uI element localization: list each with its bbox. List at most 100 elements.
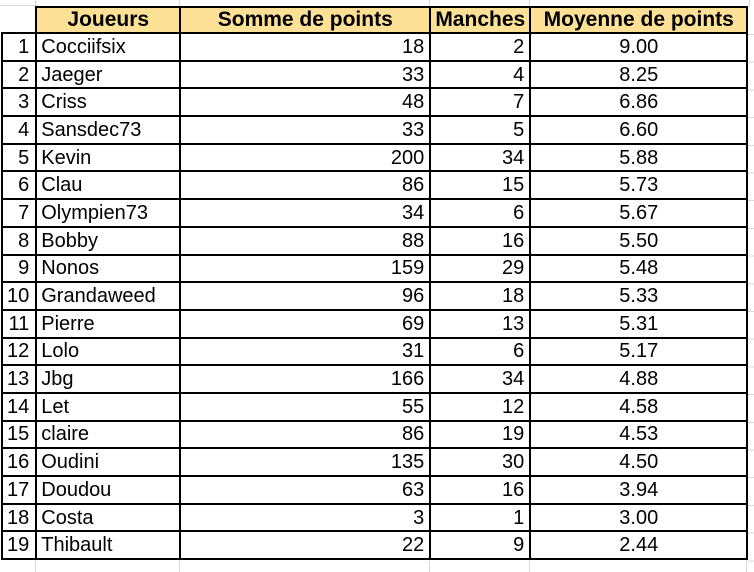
somme-cell[interactable]: 18 bbox=[179, 32, 432, 62]
manches-cell[interactable]: 6 bbox=[429, 198, 532, 228]
somme-cell[interactable]: 33 bbox=[179, 115, 432, 145]
joueur-cell[interactable]: Kevin bbox=[35, 142, 182, 173]
joueur-cell[interactable]: Bobby bbox=[35, 225, 182, 256]
manches-cell[interactable]: 34 bbox=[429, 142, 532, 173]
row-number-cell[interactable]: 9 bbox=[0, 253, 38, 284]
header-moyenne-de-points[interactable]: Moyenne de points bbox=[529, 6, 749, 34]
corner-cell[interactable] bbox=[2, 7, 36, 33]
joueur-cell[interactable]: Grandaweed bbox=[35, 281, 182, 311]
row-number-cell[interactable]: 15 bbox=[0, 419, 38, 450]
somme-cell[interactable]: 88 bbox=[179, 225, 432, 256]
manches-cell[interactable]: 18 bbox=[429, 281, 532, 311]
joueur-cell[interactable]: Sansdec73 bbox=[35, 115, 182, 145]
moyenne-cell[interactable]: 5.50 bbox=[529, 225, 749, 256]
row-number-cell[interactable]: 1 bbox=[0, 32, 38, 62]
manches-cell[interactable]: 15 bbox=[429, 170, 532, 201]
somme-cell[interactable]: 200 bbox=[179, 142, 432, 173]
joueur-cell[interactable]: Let bbox=[35, 391, 182, 422]
somme-cell[interactable]: 55 bbox=[179, 391, 432, 422]
joueur-cell[interactable]: Clau bbox=[35, 170, 182, 201]
moyenne-cell[interactable]: 3.00 bbox=[529, 502, 749, 533]
joueur-cell[interactable]: Nonos bbox=[35, 253, 182, 284]
manches-cell[interactable]: 13 bbox=[429, 308, 532, 339]
joueur-cell[interactable]: Criss bbox=[35, 87, 182, 118]
moyenne-cell[interactable]: 5.67 bbox=[529, 198, 749, 228]
moyenne-cell[interactable]: 4.88 bbox=[529, 364, 749, 394]
moyenne-cell[interactable]: 8.25 bbox=[529, 59, 749, 90]
moyenne-cell[interactable]: 4.50 bbox=[529, 447, 749, 477]
row-number-cell[interactable]: 13 bbox=[0, 364, 38, 394]
moyenne-cell[interactable]: 5.88 bbox=[529, 142, 749, 173]
manches-cell[interactable]: 2 bbox=[429, 32, 532, 62]
manches-cell[interactable]: 5 bbox=[429, 115, 532, 145]
row-number-cell[interactable]: 3 bbox=[0, 87, 38, 118]
manches-cell[interactable]: 30 bbox=[429, 447, 532, 477]
row-number-cell[interactable]: 8 bbox=[0, 225, 38, 256]
row-number-cell[interactable]: 11 bbox=[0, 308, 38, 339]
moyenne-cell[interactable]: 6.86 bbox=[529, 87, 749, 118]
moyenne-cell[interactable]: 5.73 bbox=[529, 170, 749, 201]
joueur-cell[interactable]: Jbg bbox=[35, 364, 182, 394]
moyenne-cell[interactable]: 4.58 bbox=[529, 391, 749, 422]
joueur-cell[interactable]: Olympien73 bbox=[35, 198, 182, 228]
row-number-cell[interactable]: 2 bbox=[0, 59, 38, 90]
header-somme-de-points[interactable]: Somme de points bbox=[179, 6, 432, 34]
moyenne-cell[interactable]: 5.48 bbox=[529, 253, 749, 284]
row-number-cell[interactable]: 4 bbox=[0, 115, 38, 145]
somme-cell[interactable]: 63 bbox=[179, 475, 432, 505]
row-number-cell[interactable]: 17 bbox=[0, 475, 38, 505]
somme-cell[interactable]: 31 bbox=[179, 336, 432, 367]
row-number-cell[interactable]: 14 bbox=[0, 391, 38, 422]
somme-cell[interactable]: 22 bbox=[179, 530, 432, 561]
manches-cell[interactable]: 4 bbox=[429, 59, 532, 90]
somme-cell[interactable]: 159 bbox=[179, 253, 432, 284]
somme-cell[interactable]: 34 bbox=[179, 198, 432, 228]
row-number-cell[interactable]: 6 bbox=[0, 170, 38, 201]
moyenne-cell[interactable]: 3.94 bbox=[529, 475, 749, 505]
moyenne-cell[interactable]: 5.33 bbox=[529, 281, 749, 311]
moyenne-cell[interactable]: 9.00 bbox=[529, 32, 749, 62]
somme-cell[interactable]: 86 bbox=[179, 419, 432, 450]
moyenne-cell[interactable]: 5.31 bbox=[529, 308, 749, 339]
joueur-cell[interactable]: Cocciifsix bbox=[35, 32, 182, 62]
moyenne-cell[interactable]: 5.17 bbox=[529, 336, 749, 367]
moyenne-cell[interactable]: 6.60 bbox=[529, 115, 749, 145]
somme-cell[interactable]: 86 bbox=[179, 170, 432, 201]
manches-cell[interactable]: 16 bbox=[429, 225, 532, 256]
somme-cell[interactable]: 69 bbox=[179, 308, 432, 339]
moyenne-cell[interactable]: 2.44 bbox=[529, 530, 749, 561]
moyenne-cell[interactable]: 4.53 bbox=[529, 419, 749, 450]
somme-cell[interactable]: 166 bbox=[179, 364, 432, 394]
manches-cell[interactable]: 6 bbox=[429, 336, 532, 367]
manches-cell[interactable]: 29 bbox=[429, 253, 532, 284]
joueur-cell[interactable]: Costa bbox=[35, 502, 182, 533]
somme-cell[interactable]: 96 bbox=[179, 281, 432, 311]
somme-cell[interactable]: 135 bbox=[179, 447, 432, 477]
somme-cell[interactable]: 3 bbox=[179, 502, 432, 533]
joueur-cell[interactable]: Oudini bbox=[35, 447, 182, 477]
joueur-cell[interactable]: claire bbox=[35, 419, 182, 450]
joueur-cell[interactable]: Pierre bbox=[35, 308, 182, 339]
somme-cell[interactable]: 48 bbox=[179, 87, 432, 118]
manches-cell[interactable]: 19 bbox=[429, 419, 532, 450]
manches-cell[interactable]: 1 bbox=[429, 502, 532, 533]
somme-cell[interactable]: 33 bbox=[179, 59, 432, 90]
manches-cell[interactable]: 12 bbox=[429, 391, 532, 422]
manches-cell[interactable]: 9 bbox=[429, 530, 532, 561]
row-number-cell[interactable]: 16 bbox=[0, 447, 38, 477]
manches-cell[interactable]: 34 bbox=[429, 364, 532, 394]
row-number-cell[interactable]: 12 bbox=[0, 336, 38, 367]
row-number-cell[interactable]: 5 bbox=[0, 142, 38, 173]
joueur-cell[interactable]: Doudou bbox=[35, 475, 182, 505]
manches-cell[interactable]: 7 bbox=[429, 87, 532, 118]
manches-cell[interactable]: 16 bbox=[429, 475, 532, 505]
row-number-cell[interactable]: 10 bbox=[0, 281, 38, 311]
header-manches[interactable]: Manches bbox=[429, 6, 532, 34]
row-number-cell[interactable]: 18 bbox=[0, 502, 38, 533]
joueur-cell[interactable]: Lolo bbox=[35, 336, 182, 367]
joueur-cell[interactable]: Thibault bbox=[35, 530, 182, 561]
row-number-cell[interactable]: 7 bbox=[0, 198, 38, 228]
row-number-cell[interactable]: 19 bbox=[0, 530, 38, 561]
joueur-cell[interactable]: Jaeger bbox=[35, 59, 182, 90]
header-joueurs[interactable]: Joueurs bbox=[35, 6, 182, 34]
